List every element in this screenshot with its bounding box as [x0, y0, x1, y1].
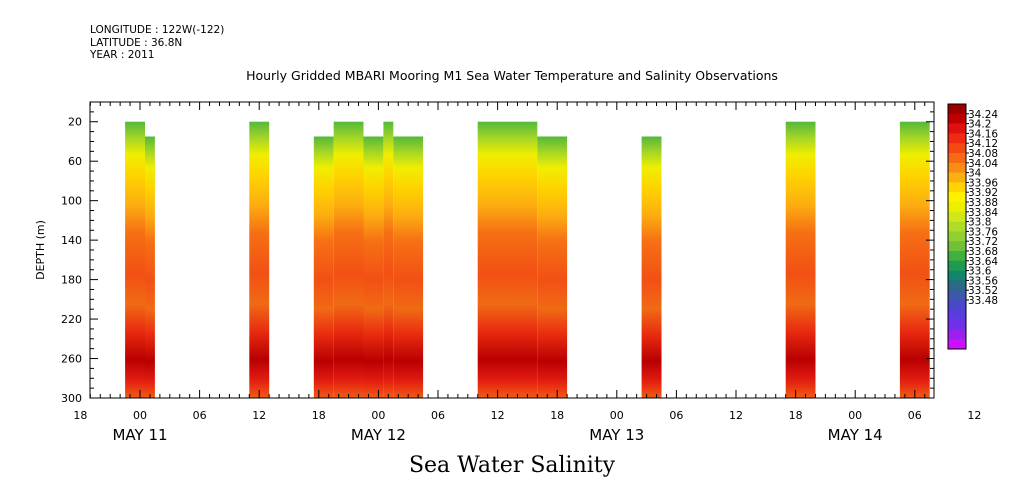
colorbar-swatch	[948, 309, 966, 320]
x-tick-label: 12	[491, 409, 505, 422]
colorbar-frame	[947, 103, 967, 350]
colorbar-swatch	[948, 241, 966, 252]
colorbar-label: 34.16	[968, 128, 998, 140]
data-column	[363, 136, 384, 398]
y-tick-label: 60	[68, 155, 82, 168]
x-day-label: MAY 11	[112, 426, 167, 444]
colorbar-label: 33.84	[968, 207, 998, 219]
colorbar-swatch	[948, 182, 966, 193]
colorbar-swatch	[948, 104, 966, 115]
x-tick-label: 18	[312, 409, 326, 422]
data-column	[641, 136, 662, 398]
data-column	[537, 136, 568, 398]
latitude-label: LATITUDE : 36.8N	[90, 36, 183, 49]
colorbar-label: 33.48	[968, 295, 998, 307]
x-tick-label: 00	[848, 409, 862, 422]
x-tick-label: 12	[252, 409, 266, 422]
colorbar-swatch	[948, 162, 966, 173]
colorbar-label: 33.52	[968, 285, 998, 297]
colorbar-label: 33.56	[968, 275, 998, 287]
colorbar-swatch	[948, 211, 966, 222]
colorbar-swatch	[948, 153, 966, 164]
y-tick-label: 100	[61, 195, 82, 208]
y-tick-label: 300	[61, 392, 82, 405]
x-tick-label: 06	[431, 409, 445, 422]
x-tick-label: 18	[550, 409, 564, 422]
x-tick-label: 06	[669, 409, 683, 422]
data-column	[145, 136, 155, 398]
colorbar: 34.2434.234.1634.1234.0834.043433.9633.9…	[947, 103, 998, 350]
year-label: YEAR : 2011	[90, 49, 155, 61]
colorbar-swatch	[948, 133, 966, 144]
colorbar-swatch	[948, 270, 966, 281]
x-day-label: MAY 13	[589, 426, 644, 444]
data-column	[785, 121, 816, 398]
colorbar-label: 33.6	[968, 266, 992, 278]
colorbar-swatch	[948, 143, 966, 154]
colorbar-swatch	[948, 251, 966, 262]
colorbar-swatch	[948, 319, 966, 330]
variable-title: Sea Water Salinity	[408, 453, 616, 478]
colorbar-swatch	[948, 192, 966, 203]
colorbar-swatch	[948, 202, 966, 213]
colorbar-label: 33.92	[968, 187, 998, 199]
colorbar-label: 33.76	[968, 226, 998, 238]
colorbar-label: 34	[968, 168, 982, 180]
x-tick-label: 18	[789, 409, 803, 422]
data-column	[393, 136, 424, 398]
x-day-label: MAY 14	[828, 426, 883, 444]
colorbar-label: 33.88	[968, 197, 998, 209]
data-column	[333, 121, 364, 398]
colorbar-swatch	[948, 113, 966, 124]
x-tick-label: 12	[967, 409, 981, 422]
colorbar-swatch	[948, 329, 966, 340]
x-tick-label: 18	[73, 409, 87, 422]
x-tick-label: 06	[193, 409, 207, 422]
data-column	[249, 121, 270, 398]
y-tick-label: 260	[61, 353, 82, 366]
x-tick-label: 12	[729, 409, 743, 422]
colorbar-swatch	[948, 339, 966, 350]
y-tick-label: 20	[68, 116, 82, 129]
colorbar-swatch	[948, 123, 966, 134]
longitude-label: LONGITUDE : 122W(-122)	[90, 24, 225, 36]
y-tick-label: 220	[61, 313, 82, 326]
data-column	[313, 136, 334, 398]
data-column	[125, 121, 145, 398]
colorbar-swatch	[948, 300, 966, 311]
colorbar-label: 33.96	[968, 177, 998, 189]
colorbar-swatch	[948, 290, 966, 301]
metadata-block: LONGITUDE : 122W(-122) LATITUDE : 36.8N …	[90, 24, 224, 62]
colorbar-label: 33.8	[968, 217, 991, 229]
data-column	[899, 121, 930, 398]
y-tick-label: 180	[61, 274, 82, 287]
data-column	[477, 121, 538, 398]
y-axis-label: DEPTH (m)	[34, 220, 47, 280]
colorbar-label: 33.64	[968, 256, 998, 268]
chart-title: Hourly Gridded MBARI Mooring M1 Sea Wate…	[246, 68, 778, 83]
data-columns	[125, 121, 930, 398]
colorbar-label: 34.24	[968, 109, 998, 121]
x-day-label: MAY 12	[351, 426, 406, 444]
colorbar-swatch	[948, 280, 966, 291]
colorbar-label: 33.68	[968, 246, 998, 258]
x-tick-label: 00	[371, 409, 385, 422]
colorbar-label: 34.2	[968, 119, 991, 131]
colorbar-swatch	[948, 260, 966, 271]
axes: 20 60 100 140 180 220 260 300 18 00 06 12 18 00 06 12 18…	[61, 101, 981, 444]
colorbar-label: 34.12	[968, 138, 998, 150]
colorbar-label: 34.04	[968, 158, 998, 170]
x-tick-label: 06	[908, 409, 922, 422]
colorbar-swatch	[948, 231, 966, 242]
colorbar-swatch	[948, 221, 966, 232]
x-tick-label: 00	[133, 409, 147, 422]
colorbar-label: 33.72	[968, 236, 998, 248]
colorbar-swatch	[948, 172, 966, 183]
colorbar-label: 34.08	[968, 148, 998, 160]
x-tick-label: 00	[610, 409, 624, 422]
y-tick-label: 140	[61, 234, 82, 247]
data-column	[383, 121, 394, 398]
